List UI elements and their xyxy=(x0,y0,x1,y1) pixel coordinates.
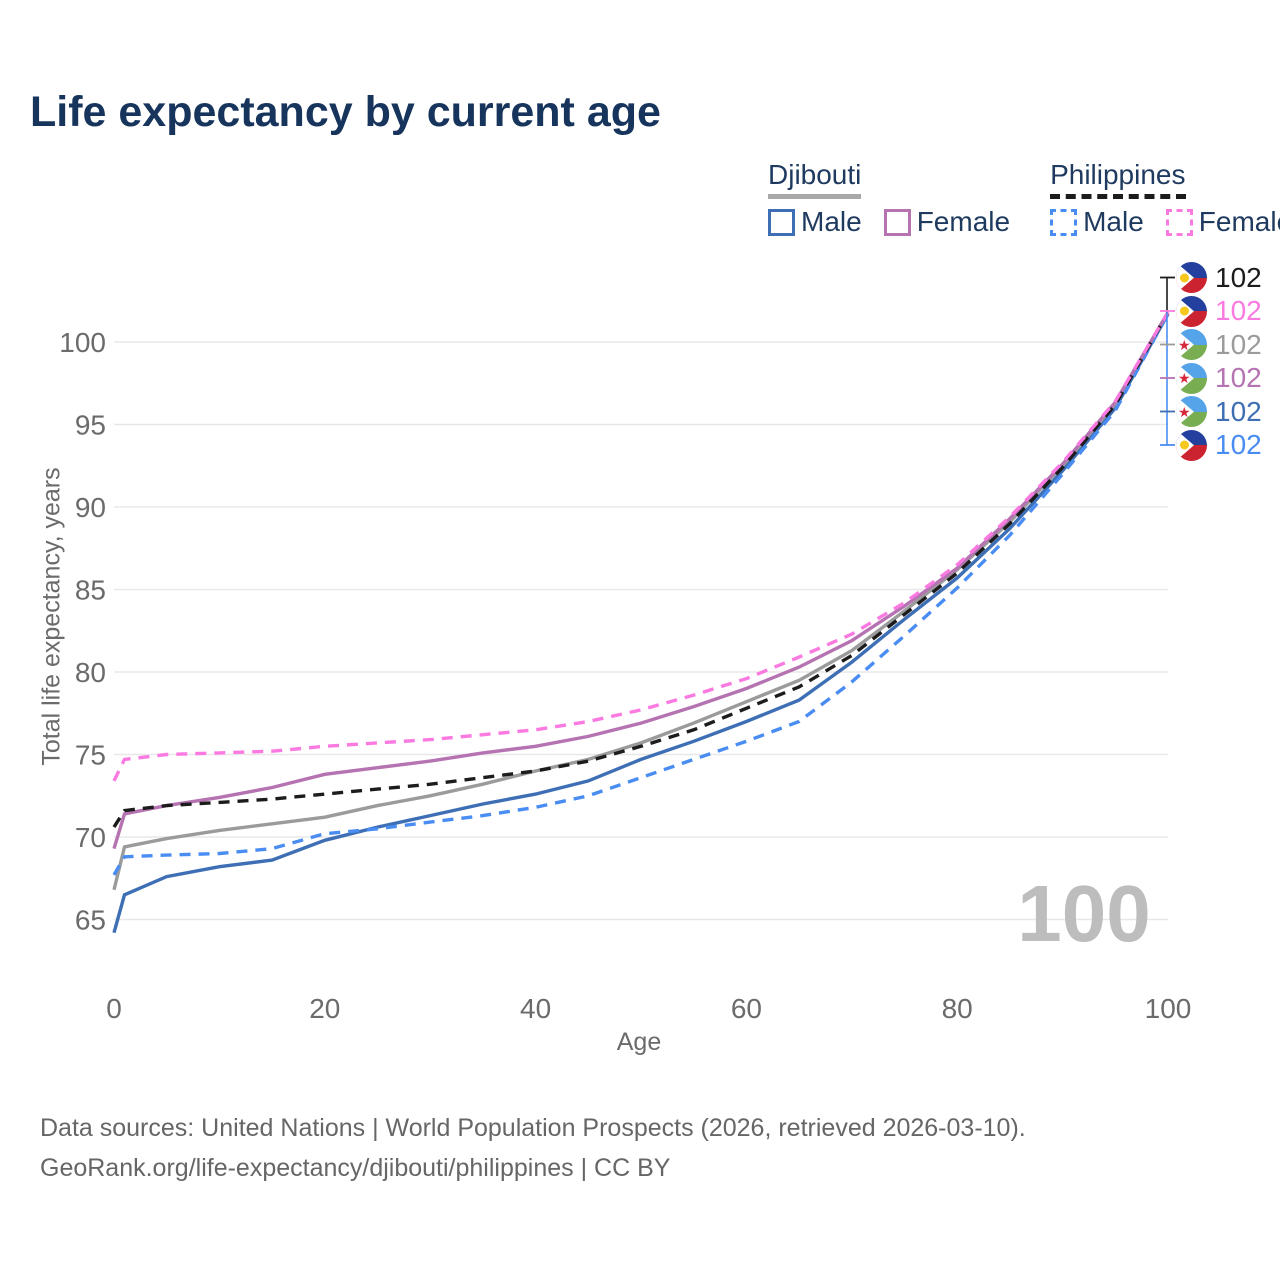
series-end-value: 102 xyxy=(1215,328,1262,360)
page-title: Life expectancy by current age xyxy=(30,88,661,136)
legend-swatch-icon xyxy=(1165,208,1193,236)
series-end-label-djibouti-both-sexes[interactable]: ★ 102 xyxy=(1176,328,1262,362)
y-tick-label: 90 xyxy=(75,492,106,523)
series-end-label-philippines-both-sexes[interactable]: 102 xyxy=(1176,261,1262,295)
x-tick-label: 40 xyxy=(520,993,551,1024)
country-flag-icon xyxy=(1176,262,1207,294)
series-end-label-djibouti-male[interactable]: ★ 102 xyxy=(1176,395,1262,429)
legend-group: Djibouti Male Female xyxy=(768,159,1010,238)
legend-swatch-icon xyxy=(883,208,911,236)
series-line-dj_both[interactable] xyxy=(112,311,1170,891)
x-tick-label: 60 xyxy=(731,993,762,1024)
series-end-label-philippines-female[interactable]: 102 xyxy=(1176,295,1262,329)
country-flag-icon: ★ xyxy=(1176,329,1207,361)
footer: Data sources: United Nations | World Pop… xyxy=(40,1108,1026,1188)
x-tick-label: 20 xyxy=(309,993,340,1024)
country-flag-icon: ★ xyxy=(1176,362,1207,394)
y-tick-label: 75 xyxy=(75,740,106,771)
series-end-value: 102 xyxy=(1215,261,1262,293)
series-end-labels: 102 102 ★ 102 ★ 102 ★ 102 10 xyxy=(1176,261,1262,462)
legend-swatch-icon xyxy=(768,208,795,236)
series-line-ph_male[interactable] xyxy=(112,313,1170,876)
legend-item[interactable]: Female xyxy=(883,206,1010,238)
series-line-ph_both[interactable] xyxy=(112,311,1170,829)
legend-group-title: Djibouti xyxy=(768,159,862,199)
series-end-value: 102 xyxy=(1215,395,1262,427)
series-line-ph_female[interactable] xyxy=(112,311,1170,782)
legend-item[interactable]: Male xyxy=(1050,206,1144,238)
y-tick-label: 65 xyxy=(75,905,106,936)
legend-group-title: Philippines xyxy=(1050,159,1186,199)
x-tick-label: 0 xyxy=(106,993,122,1024)
country-flag-icon xyxy=(1176,429,1207,461)
legend-item[interactable]: Male xyxy=(768,206,862,238)
series-end-value: 102 xyxy=(1215,295,1262,327)
country-flag-icon xyxy=(1176,295,1207,327)
series-end-label-djibouti-female[interactable]: ★ 102 xyxy=(1176,362,1262,396)
y-axis-title: Total life expectancy, years xyxy=(37,467,66,766)
y-tick-label: 95 xyxy=(75,410,106,441)
country-flag-icon: ★ xyxy=(1176,396,1207,428)
footer-attribution: GeoRank.org/life-expectancy/djibouti/phi… xyxy=(40,1154,671,1182)
y-tick-label: 80 xyxy=(75,657,106,688)
legend: Djibouti Male Female Philippines Male Fe… xyxy=(768,159,1280,238)
x-axis-title: Age xyxy=(616,1028,662,1056)
legend-item[interactable]: Female xyxy=(1165,206,1280,238)
y-tick-label: 85 xyxy=(75,575,106,606)
series-line-dj_male[interactable] xyxy=(112,313,1170,934)
legend-group: Philippines Male Female xyxy=(1050,159,1280,238)
footer-data-sources: Data sources: United Nations | World Pop… xyxy=(40,1114,1026,1142)
series-end-label-philippines-male[interactable]: 102 xyxy=(1176,429,1262,463)
x-tick-label: 100 xyxy=(1145,993,1192,1024)
x-tick-label: 80 xyxy=(942,993,973,1024)
hover-age-watermark: 100 xyxy=(1017,869,1150,958)
series-line-dj_female[interactable] xyxy=(112,311,1170,850)
legend-swatch-icon xyxy=(1050,208,1078,236)
series-end-value: 102 xyxy=(1215,429,1262,461)
series-end-value: 102 xyxy=(1215,362,1262,394)
y-tick-label: 70 xyxy=(75,822,106,853)
y-tick-label: 100 xyxy=(59,327,106,358)
